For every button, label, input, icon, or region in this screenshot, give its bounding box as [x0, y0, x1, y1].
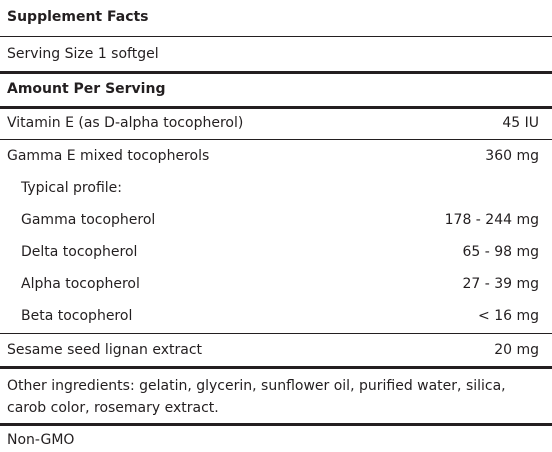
other-ingredients: Other ingredients: gelatin, glycerin, su…: [7, 378, 506, 416]
nutrient-amount: 20 mg: [494, 342, 539, 358]
nutrient-name: Beta tocopherol: [21, 308, 133, 324]
divider-thick: [0, 106, 552, 109]
panel-title: Supplement Facts: [7, 9, 149, 25]
divider: [0, 333, 552, 334]
divider: [0, 36, 552, 37]
nutrient-name: Alpha tocopherol: [21, 276, 140, 292]
nutrient-amount: 178 - 244 mg: [444, 212, 539, 228]
nutrient-amount: 45 IU: [502, 115, 539, 131]
nutrient-name: Gamma tocopherol: [21, 212, 156, 228]
nutrient-amount: 27 - 39 mg: [462, 276, 539, 292]
nutrient-name: Gamma E mixed tocopherols: [7, 148, 210, 164]
nutrient-name: Sesame seed lignan extract: [7, 342, 203, 358]
nutrient-amount: 65 - 98 mg: [462, 244, 539, 260]
non-gmo-label: Non-GMO: [7, 432, 75, 448]
divider: [0, 139, 552, 140]
serving-size: Serving Size 1 softgel: [7, 46, 159, 62]
nutrient-name: Delta tocopherol: [21, 244, 138, 260]
amount-per-serving-header: Amount Per Serving: [7, 81, 166, 97]
divider-thick: [0, 423, 552, 426]
sub-heading: Typical profile:: [21, 180, 122, 196]
divider-thick: [0, 71, 552, 74]
nutrient-amount: 360 mg: [485, 148, 539, 164]
nutrient-amount: < 16 mg: [478, 308, 539, 324]
divider-thick: [0, 366, 552, 369]
nutrient-name: Vitamin E (as D-alpha tocopherol): [7, 115, 244, 131]
